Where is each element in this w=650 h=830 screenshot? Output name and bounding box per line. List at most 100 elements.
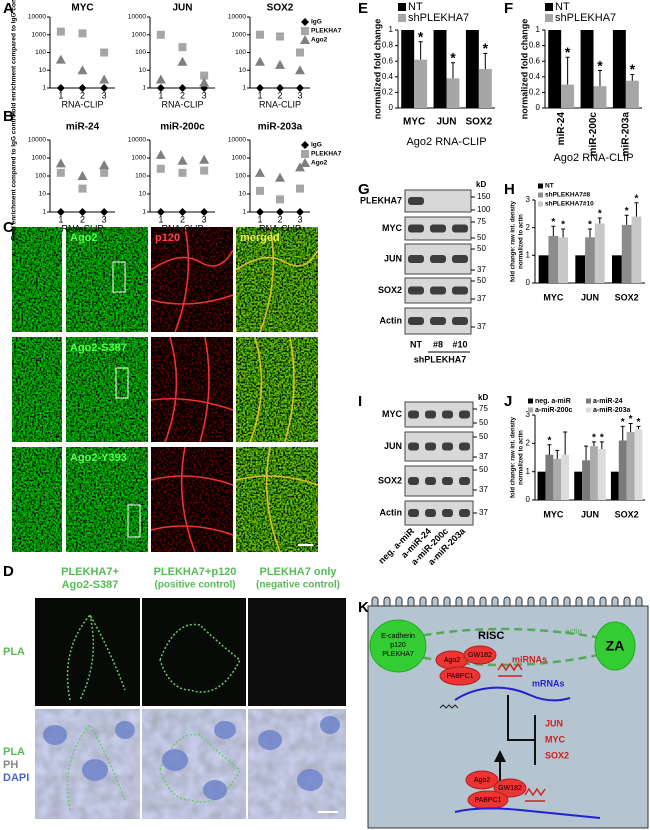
- legend-label: IgG: [311, 19, 322, 26]
- blot-band: [425, 509, 436, 517]
- x-tick-label: 1: [58, 214, 63, 224]
- bar: [538, 255, 549, 283]
- bar: [478, 69, 492, 108]
- legend-swatch: [398, 3, 406, 11]
- blot-row-label: PLEKHA7: [360, 195, 402, 205]
- x-tick-label: 3: [202, 214, 207, 224]
- y-tick-label: 100: [135, 173, 146, 180]
- error-bar: [591, 441, 596, 447]
- legend-label: neg. a-miR: [535, 398, 571, 405]
- target-label: MYC: [545, 734, 566, 744]
- protein: [463, 645, 497, 665]
- panel-letter: D: [3, 563, 14, 580]
- bar: [590, 446, 598, 500]
- legend-marker: [301, 27, 309, 35]
- point: [177, 56, 188, 66]
- pla-signal: [66, 613, 241, 811]
- legend-label: IgG: [311, 142, 322, 149]
- protein: [465, 770, 499, 790]
- x-tick-label: MYC: [543, 509, 564, 519]
- point: [276, 208, 284, 216]
- bar: [561, 454, 570, 500]
- point: [178, 208, 187, 216]
- x-tick-label: 3: [202, 90, 207, 100]
- protein-label: GW182: [468, 652, 492, 659]
- zoom-image: [11, 446, 63, 553]
- significance-mark: *: [551, 217, 555, 228]
- legend-label: PLEKHA7: [311, 151, 342, 158]
- kd-marker: 37: [479, 508, 488, 517]
- protein-label: GW182: [498, 785, 522, 792]
- nucleus: [214, 721, 236, 739]
- y-tick-label: 10000: [128, 137, 146, 144]
- significance-mark: *: [547, 435, 551, 446]
- y-tick-label: 1: [42, 209, 46, 216]
- target-label: SOX2: [545, 750, 569, 760]
- point: [56, 208, 65, 216]
- legend-swatch: [538, 201, 543, 207]
- significance-mark: *: [418, 28, 424, 44]
- y-tick-label: 3: [526, 410, 531, 419]
- point: [156, 30, 165, 39]
- bar: [537, 471, 546, 500]
- y-tick-label: 1: [536, 25, 541, 34]
- bar: [625, 80, 639, 108]
- nuclei: [43, 716, 340, 800]
- point: [178, 168, 187, 177]
- point: [56, 27, 65, 36]
- point: [99, 160, 110, 170]
- error-bar: [547, 444, 552, 455]
- blot-band: [425, 477, 436, 485]
- blot-band: [459, 442, 470, 451]
- green-image: [66, 337, 148, 442]
- protein: [493, 778, 527, 798]
- error-bar: [565, 56, 570, 85]
- y-tick-label: 0.4: [529, 72, 541, 81]
- x-tick-label: SOX2: [615, 509, 639, 519]
- blot-band: [452, 317, 468, 325]
- x-axis-label: RNA-CLIP: [61, 223, 103, 233]
- point: [156, 84, 165, 92]
- y-tick-label: 1: [142, 209, 146, 216]
- point: [255, 167, 265, 177]
- blot-row-label: SOX2: [378, 475, 402, 485]
- y-tick-label: 100: [35, 173, 46, 180]
- y-tick-label: 0: [389, 103, 394, 112]
- row-label: PH: [3, 759, 18, 771]
- point: [77, 171, 88, 180]
- legend-label: a-miR-200c: [535, 407, 572, 414]
- arrow-head: [494, 750, 506, 762]
- subplot-title: miR-24: [66, 122, 100, 133]
- significance-mark: *: [588, 220, 592, 231]
- y-tick-label: 1: [526, 250, 531, 259]
- subplot-title: MYC: [71, 3, 93, 14]
- y-tick-label: 1000: [232, 31, 247, 38]
- red-image: [151, 227, 233, 332]
- blot-band: [430, 317, 446, 325]
- blot-band: [408, 286, 424, 295]
- bar: [618, 440, 627, 500]
- x-tick-label: SOX2: [615, 292, 639, 302]
- x-tick-label: MYC: [543, 292, 564, 302]
- bar: [621, 224, 632, 283]
- point: [56, 168, 65, 177]
- significance-mark: *: [625, 206, 629, 217]
- blot-band: [442, 509, 453, 517]
- error-bar: [599, 441, 604, 449]
- legend-swatch: [528, 407, 533, 413]
- legend-swatch: [538, 183, 543, 189]
- bar: [612, 255, 622, 283]
- panel-letter: G: [358, 181, 370, 198]
- signal: [66, 723, 126, 811]
- bar: [575, 255, 586, 283]
- bar: [582, 460, 590, 500]
- y-tick-label: 0.6: [529, 56, 541, 65]
- point: [55, 158, 66, 168]
- merged-image: [236, 337, 318, 442]
- significance-mark: *: [592, 433, 596, 444]
- y-tick-label: 10: [139, 191, 147, 198]
- column-title: Ago2-S387: [62, 579, 119, 591]
- y-tick-label: 1: [242, 209, 246, 216]
- y-tick-label: 0.8: [529, 41, 541, 50]
- y-tick-label: 1000: [32, 155, 47, 162]
